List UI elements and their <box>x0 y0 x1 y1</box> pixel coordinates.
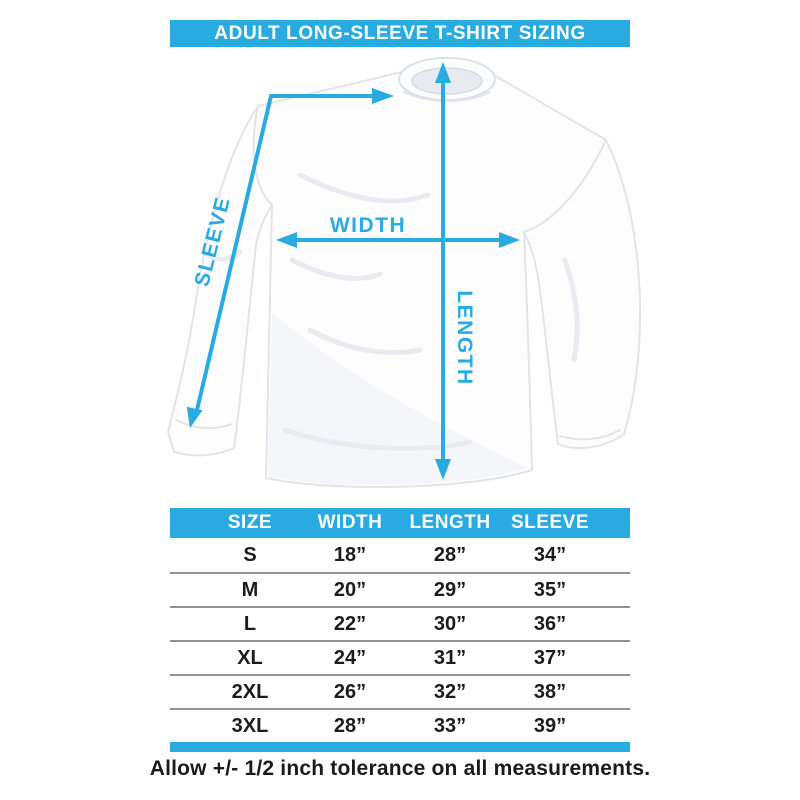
wrinkle-line <box>562 257 580 363</box>
table-row: 2XL 26” 32” 38” <box>170 674 630 708</box>
size-table: SIZE WIDTH LENGTH SLEEVE S 18” 28” 34” M… <box>170 508 630 752</box>
size-cell: 2XL <box>231 680 269 703</box>
sleeve-cell: 36” <box>533 612 567 635</box>
wrinkle-line <box>282 427 473 451</box>
right-cuff-seam <box>559 429 621 441</box>
size-cell: M <box>241 578 259 601</box>
table-row: S 18” 28” 34” <box>170 538 630 572</box>
width-cell: 22” <box>333 612 367 635</box>
size-cell: S <box>243 543 257 566</box>
column-header-size: SIZE <box>227 512 273 533</box>
width-cell: 24” <box>333 646 367 669</box>
table-bottom-bar <box>170 742 630 752</box>
sleeve-cell: 38” <box>533 680 567 703</box>
tolerance-note: Allow +/- 1/2 inch tolerance on all meas… <box>149 757 651 780</box>
sleeve-cell: 35” <box>533 578 567 601</box>
table-row: XL 24” 31” 37” <box>170 640 630 674</box>
collar-seam <box>403 91 491 102</box>
sleeve-cell: 34” <box>533 543 567 566</box>
wrinkle-line <box>297 172 431 204</box>
width-label: WIDTH <box>330 214 406 237</box>
wrinkle-line <box>289 257 383 281</box>
table-row: 3XL 28” 33” 39” <box>170 708 630 742</box>
table-header-row: SIZE WIDTH LENGTH SLEEVE <box>170 508 630 538</box>
table-row: L 22” 30” 36” <box>170 606 630 640</box>
table-row: M 20” 29” 35” <box>170 572 630 606</box>
length-cell: 32” <box>433 680 467 703</box>
size-cell: XL <box>237 646 263 669</box>
column-header-width: WIDTH <box>317 512 383 533</box>
length-cell: 30” <box>433 612 467 635</box>
size-cell: L <box>243 612 257 635</box>
sleeve-cell: 39” <box>533 714 567 737</box>
sleeve-arrow <box>186 88 394 428</box>
width-cell: 18” <box>333 543 367 566</box>
shirt-diagram: SLEEVE WIDTH LENGTH <box>166 57 642 489</box>
length-cell: 29” <box>433 578 467 601</box>
column-header-sleeve: SLEEVE <box>511 512 589 533</box>
left-cuff-seam <box>175 419 233 430</box>
length-arrow <box>435 62 451 480</box>
width-cell: 20” <box>333 578 367 601</box>
wrinkle-line <box>307 327 423 356</box>
size-cell: 3XL <box>231 714 269 737</box>
page-title: ADULT LONG-SLEEVE T-SHIRT SIZING <box>170 20 630 47</box>
length-cell: 28” <box>433 543 467 566</box>
length-cell: 33” <box>433 714 467 737</box>
length-cell: 31” <box>433 646 467 669</box>
width-arrow <box>276 232 520 248</box>
sleeve-cell: 37” <box>533 646 567 669</box>
column-header-length: LENGTH <box>409 512 491 533</box>
length-label: LENGTH <box>453 290 476 385</box>
width-cell: 28” <box>333 714 367 737</box>
width-cell: 26” <box>333 680 367 703</box>
wrinkle-line <box>205 249 243 262</box>
shirt-right-sleeve <box>522 137 642 450</box>
